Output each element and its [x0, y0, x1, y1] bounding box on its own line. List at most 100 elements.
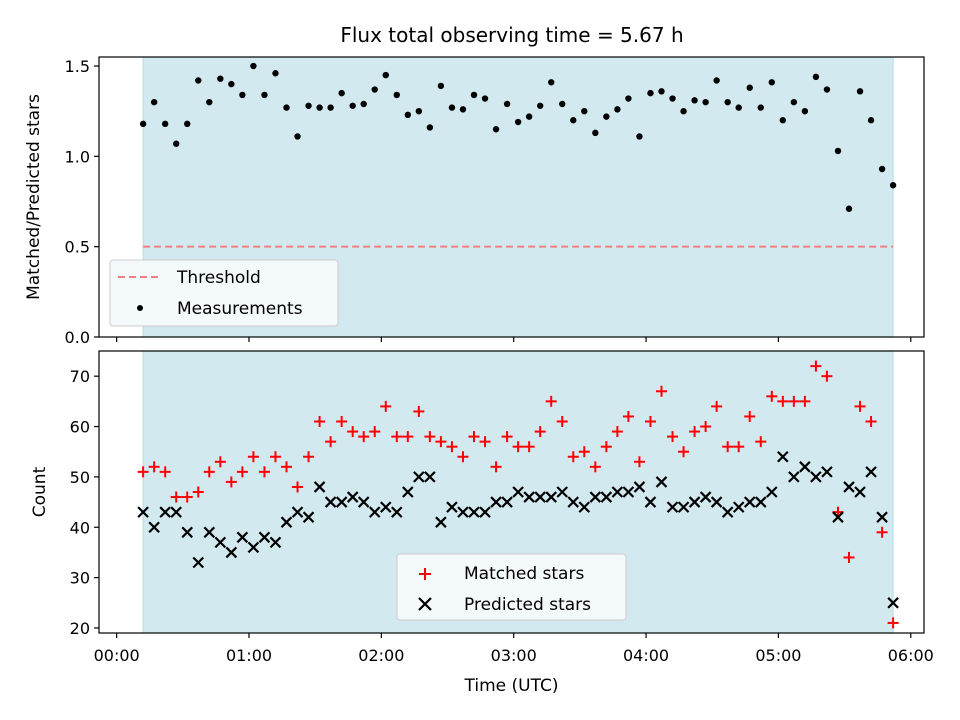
predicted-x-b: [710, 496, 723, 508]
matched-star-point: [380, 400, 392, 412]
predicted-x-b: [148, 521, 160, 534]
predicted-x-b: [699, 491, 712, 503]
matched-star-point: [258, 466, 270, 478]
measurement-point: [161, 120, 169, 128]
predicted-star-point: [335, 496, 348, 508]
matched-star-point: [512, 441, 524, 453]
matched-star-point: [876, 526, 888, 538]
top-axes: 0.0 0.5 1.0 1.5 Matched/Predicted stars Thr…: [24, 56, 925, 347]
matched-star-point: [644, 416, 656, 427]
measurement-point: [790, 98, 798, 106]
measurement-point: [393, 91, 400, 99]
measurement-point: [812, 73, 820, 81]
measurement-point: [349, 102, 356, 109]
matched-star-point: [236, 466, 248, 478]
measurement-point: [338, 89, 345, 97]
predicted-x-b: [490, 496, 502, 508]
matched-star-point: [589, 461, 601, 473]
matched-star-point: [269, 451, 281, 463]
predicted-x-b: [391, 506, 403, 518]
matched-star-point: [137, 466, 149, 478]
measurement-point: [139, 120, 147, 128]
legend-predicted-symbol: [418, 597, 432, 611]
measurement-point: [603, 113, 610, 120]
matched-star-point: [545, 395, 557, 407]
matched-star-point: [225, 476, 237, 488]
matched-star-point: [722, 441, 734, 453]
matched-star-point: [336, 416, 348, 427]
predicted-star-point: [887, 597, 899, 609]
measurement-point: [217, 75, 224, 82]
predicted-x-b: [633, 481, 646, 493]
matched-star-point: [391, 431, 403, 443]
predicted-x-b: [258, 531, 271, 544]
bottom-legend-box: [396, 553, 627, 621]
matched-star-point: [854, 400, 866, 412]
matched-star-point: [600, 441, 612, 453]
predicted-star-point: [523, 491, 535, 503]
predicted-star-point: [688, 496, 701, 508]
top-y-tick-label: 0.5: [65, 238, 90, 257]
measurement-point: [834, 147, 842, 155]
predicted-star-point: [446, 501, 458, 513]
measurement-point: [305, 102, 312, 109]
measurement-point: [536, 102, 544, 109]
bottom-y-tick-label: 20: [70, 619, 90, 638]
predicted-star-point: [799, 461, 811, 473]
predicted-x-b: [677, 501, 690, 513]
predicted-star-point: [225, 546, 238, 559]
matched-star-point: [457, 451, 469, 463]
predicted-x-b: [567, 496, 580, 508]
predicted-star-point: [556, 486, 569, 498]
matched-star-point: [214, 456, 226, 468]
measurement-point: [360, 100, 367, 108]
predicted-x-b: [137, 506, 149, 518]
measurement-point: [448, 104, 456, 111]
matched-star-point: [700, 421, 712, 433]
matched-star-point: [247, 451, 259, 463]
measurement-point: [481, 95, 489, 102]
matched-star-point: [567, 451, 579, 463]
top-y-tick-label: 1.5: [65, 57, 90, 76]
predicted-x-b: [368, 506, 381, 518]
predicted-x-b: [644, 496, 657, 508]
predicted-star-point: [633, 481, 646, 493]
legend-predicted-label: Predicted stars: [464, 595, 591, 615]
matched-star-point: [413, 405, 425, 417]
measurement-point: [680, 107, 687, 115]
matched-star-point: [325, 436, 337, 448]
measurement-point: [173, 140, 180, 147]
bottom-axes: 20 30 40 50 60 70 00:00 01:00 02:00 03:00 04:00 05:…: [30, 350, 934, 696]
predicted-star-point: [732, 501, 745, 513]
matched-star-point: [501, 431, 513, 443]
predicted-star-point: [832, 511, 844, 523]
x-tick-label: 05:00: [755, 646, 801, 665]
predicted-star-point: [413, 471, 425, 483]
predicted-x-b: [810, 471, 822, 483]
top-y-tick-label: 0.0: [65, 328, 90, 347]
predicted-star-point: [280, 516, 293, 528]
predicted-x-b: [435, 516, 447, 528]
legend-matched-label: Matched stars: [464, 564, 584, 584]
top-y-tick-label: 1.0: [65, 147, 90, 166]
matched-star-point: [678, 446, 690, 458]
matched-star-point: [733, 441, 745, 453]
predicted-x-b: [600, 491, 613, 503]
predicted-x-b: [446, 501, 458, 513]
measurement-point: [239, 91, 246, 99]
predicted-star-point: [611, 486, 624, 498]
predicted-star-point: [424, 471, 436, 483]
measurement-point: [570, 117, 577, 124]
top-y-axis-label: Matched/Predicted stars: [24, 94, 44, 300]
predicted-star-point: [468, 506, 480, 518]
predicted-x-b: [379, 501, 392, 513]
predicted-star-point: [435, 516, 447, 528]
predicted-x-b: [754, 496, 767, 508]
predicted-star-point: [501, 496, 513, 508]
matched-star-point: [358, 431, 370, 443]
matched-star-point: [369, 426, 381, 438]
predicted-x-b: [302, 511, 315, 523]
predicted-star-point: [743, 496, 756, 508]
matched-star-point: [148, 461, 160, 473]
measurement-point: [779, 117, 787, 124]
